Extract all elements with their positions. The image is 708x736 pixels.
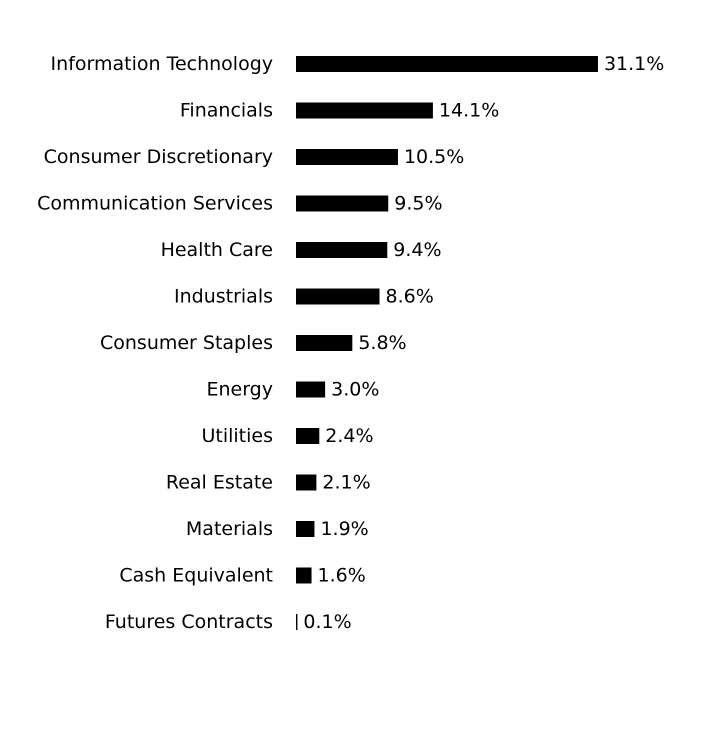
bar-cash-equivalent (296, 567, 312, 584)
bar-futures-contracts (296, 614, 298, 630)
bar-row-materials: Materials 1.9% (186, 518, 369, 540)
bar-energy (296, 381, 326, 398)
value-label-energy: 3.0% (331, 379, 379, 401)
value-label-information-technology: 31.1% (604, 53, 664, 75)
bar-row-consumer-staples: Consumer Staples 5.8% (100, 332, 407, 354)
bar-information-technology (296, 56, 598, 72)
bar-row-futures-contracts: Futures Contracts 0.1% (105, 611, 352, 633)
bar-materials (296, 521, 315, 537)
category-label-financials: Financials (180, 100, 273, 122)
bar-consumer-discretionary (296, 149, 398, 165)
bar-row-cash-equivalent: Cash Equivalent 1.6% (119, 565, 365, 587)
category-label-real-estate: Real Estate (166, 472, 273, 494)
bar-industrials (296, 288, 380, 305)
bar-health-care (296, 242, 388, 258)
bar-row-health-care: Health Care 9.4% (161, 239, 442, 261)
bars-layer: Information Technology 31.1% Financials 14.… (37, 53, 664, 633)
category-label-information-technology: Information Technology (51, 53, 273, 75)
category-label-health-care: Health Care (161, 239, 273, 261)
value-label-cash-equivalent: 1.6% (318, 565, 366, 587)
value-label-futures-contracts: 0.1% (303, 611, 351, 633)
bar-row-financials: Financials 14.1% (180, 100, 499, 122)
category-label-cash-equivalent: Cash Equivalent (119, 565, 273, 587)
category-label-utilities: Utilities (201, 425, 273, 447)
category-label-materials: Materials (186, 518, 273, 540)
category-label-energy: Energy (206, 379, 273, 401)
category-label-industrials: Industrials (174, 286, 273, 308)
bar-communication-services (296, 195, 389, 212)
value-label-health-care: 9.4% (393, 239, 441, 261)
value-label-consumer-staples: 5.8% (358, 332, 406, 354)
value-label-communication-services: 9.5% (394, 193, 442, 215)
category-label-communication-services: Communication Services (37, 193, 273, 215)
bar-row-consumer-discretionary: Consumer Discretionary 10.5% (44, 146, 465, 168)
value-label-utilities: 2.4% (325, 425, 373, 447)
bar-row-industrials: Industrials 8.6% (174, 286, 434, 308)
bar-utilities (296, 428, 320, 444)
bar-real-estate (296, 474, 317, 491)
category-label-futures-contracts: Futures Contracts (105, 611, 273, 633)
bar-row-real-estate: Real Estate 2.1% (166, 472, 371, 494)
category-label-consumer-staples: Consumer Staples (100, 332, 273, 354)
bar-consumer-staples (296, 335, 353, 351)
value-label-materials: 1.9% (320, 518, 368, 540)
bar-row-information-technology: Information Technology 31.1% (51, 53, 665, 75)
bar-row-utilities: Utilities 2.4% (201, 425, 373, 447)
bar-financials (296, 102, 433, 119)
bar-row-communication-services: Communication Services 9.5% (37, 193, 442, 215)
category-label-consumer-discretionary: Consumer Discretionary (44, 146, 273, 168)
bar-row-energy: Energy 3.0% (206, 379, 379, 401)
value-label-consumer-discretionary: 10.5% (404, 146, 464, 168)
value-label-financials: 14.1% (439, 100, 499, 122)
value-label-industrials: 8.6% (386, 286, 434, 308)
value-label-real-estate: 2.1% (322, 472, 370, 494)
